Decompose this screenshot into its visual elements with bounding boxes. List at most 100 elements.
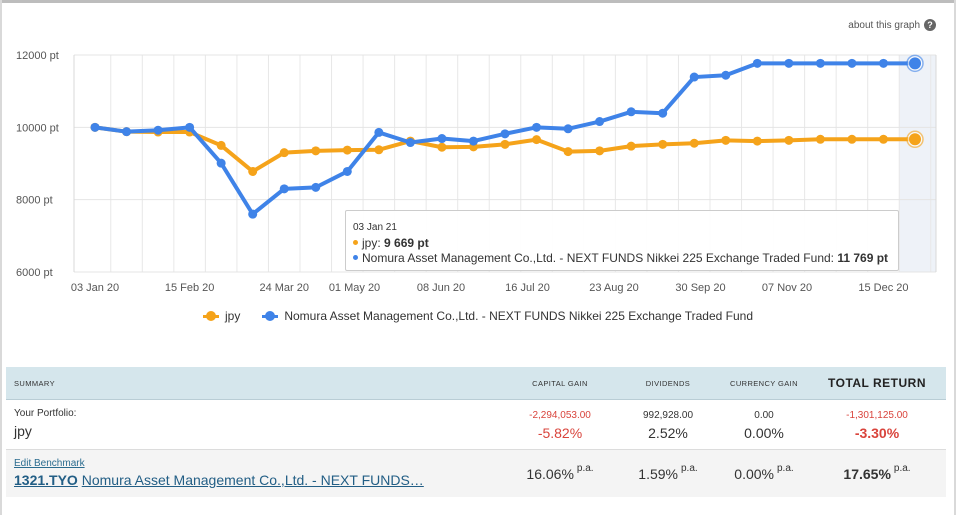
portfolio-capital-gain-pct: -5.82% [537,425,583,441]
data-point-jpy [721,135,731,145]
data-point-jpy [909,133,921,146]
benchmark-total-return: 17.65% p.a. [808,450,946,497]
top-border [0,0,956,3]
data-point-fund [311,182,321,192]
data-point-jpy [626,141,636,151]
benchmark-capital-gain-value: 16.06% [526,465,574,482]
legend-symbol-jpy [202,311,219,321]
edit-benchmark-link[interactable]: Edit Benchmark [14,458,85,469]
pa-suffix: p.a. [576,463,594,474]
x-tick-label: 07 Nov 20 [762,282,812,294]
data-point-fund [500,129,510,139]
tooltip-jpy-row: jpy: 9 669 pt [353,236,891,251]
data-point-jpy [216,140,226,150]
data-point-jpy [500,139,510,149]
data-point-jpy [752,136,762,146]
portfolio-capital-gain-amount: -2,294,053.00 [529,410,591,421]
data-point-jpy [279,148,289,158]
data-point-fund [721,70,731,80]
tooltip-jpy-label: jpy: [362,236,385,250]
data-point-fund [185,122,195,132]
data-point-jpy [311,146,321,156]
performance-chart[interactable]: 6000 pt 8000 pt 10000 pt 12000 pt 03 Jan 20 1… [0,0,956,300]
benchmark-currency-gain-value: 0.00% [734,465,774,482]
header-capital-gain: CAPITAL GAIN [532,378,588,388]
left-border [0,0,2,515]
portfolio-dividends-pct: 2.52% [648,425,688,441]
tooltip-jpy-dot [353,240,358,246]
x-tick-label: 08 Jun 20 [417,282,465,294]
data-point-fund [689,72,699,82]
data-point-fund [342,166,352,176]
benchmark-total-return-value: 17.65% [843,465,891,482]
header-summary: SUMMARY [14,378,55,388]
benchmark-name-link[interactable]: Nomura Asset Management Co.,Ltd. - NEXT … [81,472,424,488]
data-point-fund [563,124,573,134]
data-point-jpy [342,145,352,155]
hover-highlight-band [899,55,936,272]
chart-legend: jpy Nomura Asset Management Co.,Ltd. - N… [0,309,956,323]
data-point-fund [752,58,762,68]
about-graph-label: about this graph [848,19,920,31]
x-tick-label: 03 Jan 20 [71,282,119,294]
data-point-jpy [878,134,888,144]
data-point-fund [405,138,415,148]
data-point-fund [153,125,163,135]
x-tick-label: 30 Sep 20 [675,282,725,294]
y-tick-label: 8000 pt [16,195,53,207]
summary-table: SUMMARY CAPITAL GAIN DIVIDENDS CURRENCY … [6,367,946,497]
chart-tooltip: 03 Jan 21 jpy: 9 669 pt Nomura Asset Man… [345,210,899,271]
help-icon: ? [924,19,936,31]
data-point-jpy [784,135,794,145]
benchmark-capital-gain: 16.06% p.a. [504,450,616,497]
pa-suffix: p.a. [681,463,698,474]
data-point-fund [374,127,384,137]
benchmark-ticker-link[interactable]: 1321.TYO [14,472,78,488]
data-point-fund [815,58,825,68]
data-point-fund [878,58,888,68]
benchmark-currency-gain: 0.00% p.a. [720,450,808,497]
tooltip-fund-label: Nomura Asset Management Co.,Ltd. - NEXT … [362,251,838,265]
portfolio-row: Your Portfolio: jpy -2,294,053.00 -5.82%… [6,400,946,450]
x-tick-label: 23 Aug 20 [589,282,639,294]
legend-item-jpy[interactable]: jpy [202,309,240,323]
portfolio-currency-gain-pct: 0.00% [744,425,784,441]
y-tick-label: 12000 pt [16,50,59,62]
data-point-fund [468,136,478,146]
tooltip-jpy-value: 9 669 pt [384,236,429,250]
data-point-fund [909,57,921,70]
benchmark-dividends: 1.59% p.a. [616,450,720,497]
data-point-fund [784,58,794,68]
legend-symbol-fund [262,311,279,321]
tooltip-date: 03 Jan 21 [353,222,397,233]
data-point-jpy [563,147,573,157]
about-graph-link[interactable]: about this graph ? [848,19,936,31]
benchmark-dividends-value: 1.59% [638,465,678,482]
x-tick-label: 16 Jul 20 [505,282,550,294]
legend-item-fund[interactable]: Nomura Asset Management Co.,Ltd. - NEXT … [262,309,753,323]
data-point-fund [658,108,668,118]
data-point-jpy [437,142,447,152]
benchmark-row: Edit Benchmark 1321.TYO Nomura Asset Man… [6,450,946,497]
summary-header-row: SUMMARY CAPITAL GAIN DIVIDENDS CURRENCY … [6,367,946,400]
data-point-fund [437,134,447,144]
data-point-fund [847,58,857,68]
header-total-return: TOTAL RETURN [828,376,926,390]
x-tick-label: 01 May 20 [329,282,380,294]
data-point-jpy [815,134,825,144]
portfolio-label: Your Portfolio: [14,408,77,419]
data-point-jpy [658,139,668,149]
portfolio-total-return-pct: -3.30% [854,425,900,441]
data-point-jpy [595,146,605,156]
tooltip-fund-value: 11 769 pt [837,251,889,265]
x-tick-label: 24 Mar 20 [259,282,309,294]
data-point-jpy [374,145,384,155]
data-point-jpy [689,138,699,148]
data-point-fund [595,117,605,127]
data-point-fund [248,209,258,219]
data-point-jpy [847,134,857,144]
tooltip-fund-dot [353,255,358,261]
header-currency-gain: CURRENCY GAIN [730,378,798,388]
legend-label-fund: Nomura Asset Management Co.,Ltd. - NEXT … [284,309,753,323]
data-point-fund [279,184,289,194]
